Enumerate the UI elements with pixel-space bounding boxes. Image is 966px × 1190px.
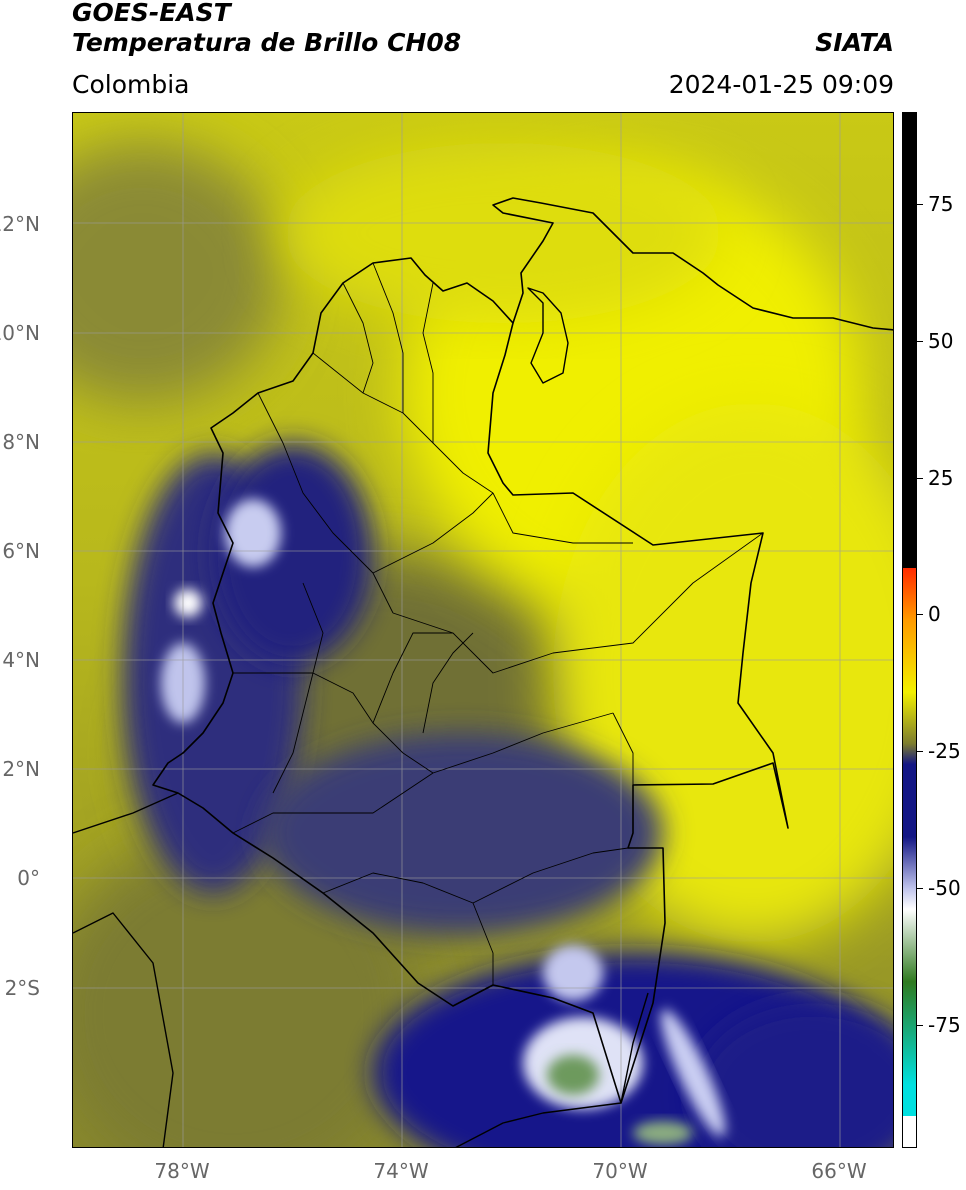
lat-tick-2s: 2°S	[4, 976, 40, 1000]
lat-tick-6n: 6°N	[2, 539, 40, 563]
map-canvas	[73, 113, 893, 1147]
amazon-east	[693, 1003, 893, 1147]
cb-tick-neg50: -50	[928, 876, 961, 900]
cb-tick-75: 75	[928, 192, 954, 216]
cb-tick-mark-neg50	[917, 888, 923, 889]
maracaibo-lake	[527, 287, 569, 384]
dept-line-2	[342, 282, 374, 394]
lat-tick-2n: 2°N	[2, 757, 40, 781]
dept-line-1	[312, 352, 494, 494]
lat-tick-0: 0°	[17, 866, 40, 890]
andean-convection	[213, 443, 373, 663]
cb-tick-neg25: -25	[928, 739, 961, 763]
departments	[232, 262, 764, 985]
cb-tick-mark-25	[917, 478, 923, 479]
dry-air-south	[73, 833, 423, 1147]
cb-tick-neg75: -75	[928, 1013, 961, 1037]
cb-tick-mark-75	[917, 204, 923, 205]
product-title: Temperatura de Brillo CH08	[72, 28, 462, 57]
dept-line-16	[612, 712, 634, 785]
lat-tick-8n: 8°N	[2, 430, 40, 454]
cb-tick-mark-0	[917, 614, 923, 615]
colorbar	[902, 112, 917, 1148]
dept-line-9	[272, 582, 324, 794]
dept-line-12	[372, 632, 453, 724]
cb-tick-0: 0	[928, 602, 941, 626]
colombia-border	[152, 257, 789, 1104]
lon-tick-74w: 74°W	[373, 1159, 429, 1183]
lat-tick-10n: 10°N	[0, 321, 40, 345]
borders	[73, 197, 893, 1147]
venezuela-coast	[492, 197, 893, 331]
storm-core-south-1	[543, 945, 603, 1001]
region-label: Colombia	[72, 70, 190, 99]
peru-ecuador-border	[73, 792, 179, 1147]
dry-air-top-left	[73, 143, 283, 403]
cb-tick-mark-neg25	[917, 751, 923, 752]
cold-top-green-2	[633, 1121, 693, 1145]
dept-line-3	[372, 262, 404, 413]
dept-line-13	[232, 712, 614, 834]
cloud-field	[73, 143, 893, 1147]
cb-tick-25: 25	[928, 466, 954, 490]
storm-core-west-1	[225, 499, 281, 567]
lon-tick-78w: 78°W	[154, 1159, 210, 1183]
dept-line-15	[472, 902, 494, 985]
lat-tick-12n: 12°N	[0, 212, 40, 236]
dept-line-4	[422, 282, 434, 443]
brazil-peru-border	[455, 992, 649, 1147]
dept-line-7	[492, 492, 633, 544]
storm-core-west-3	[174, 589, 202, 617]
lon-tick-66w: 66°W	[811, 1159, 867, 1183]
dept-line-6	[372, 492, 494, 574]
lon-tick-70w: 70°W	[592, 1159, 648, 1183]
cb-tick-mark-neg75	[917, 1025, 923, 1026]
datetime-label: 2024-01-25 09:09	[668, 70, 894, 99]
cb-tick-mark-50	[917, 341, 923, 342]
cb-tick-50: 50	[928, 329, 954, 353]
lat-tick-4n: 4°N	[2, 648, 40, 672]
dept-line-17	[422, 632, 474, 734]
dept-line-5	[257, 392, 394, 614]
warm-yellow-north	[283, 143, 723, 323]
brand-label: SIATA	[815, 28, 894, 57]
satellite-title: GOES-EAST	[72, 0, 231, 27]
cold-top-green	[547, 1055, 599, 1095]
cirrus-streak	[660, 1009, 726, 1137]
central-cloud-band	[263, 733, 663, 933]
brightness-temperature-map[interactable]	[72, 112, 894, 1148]
